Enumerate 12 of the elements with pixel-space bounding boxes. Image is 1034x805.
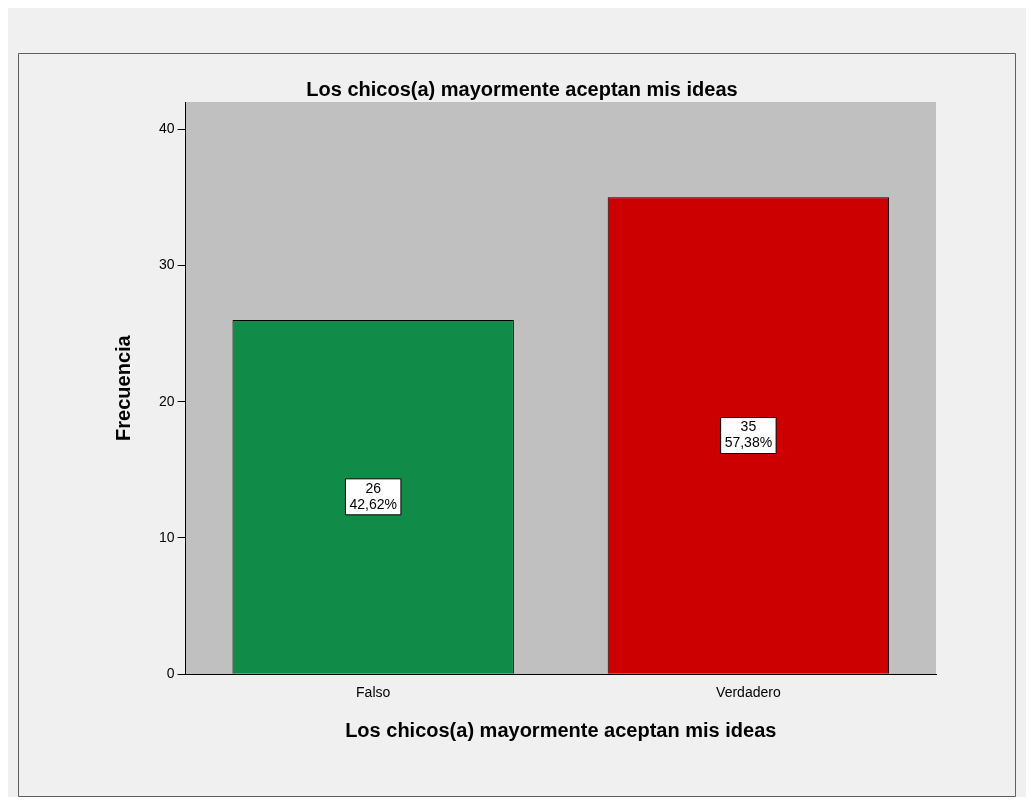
y-axis-title: Frecuencia [111,334,134,441]
x-axis-title: Los chicos(a) mayormente aceptan mis ideas [345,718,777,741]
x-tick-label: Verdadero [716,684,781,701]
data-label: 26 42,62% [349,479,397,512]
y-tick-label: 20 [158,392,175,409]
chart-title: Los chicos(a) mayormente aceptan mis ideas [306,77,738,100]
x-tick-label: Falso [356,684,391,701]
y-tick-label: 0 [166,665,175,682]
y-tick-label: 40 [158,120,175,137]
y-tick-label: 30 [158,256,175,273]
data-label: 35 57,38% [724,418,773,451]
y-tick-label: 10 [158,528,175,545]
